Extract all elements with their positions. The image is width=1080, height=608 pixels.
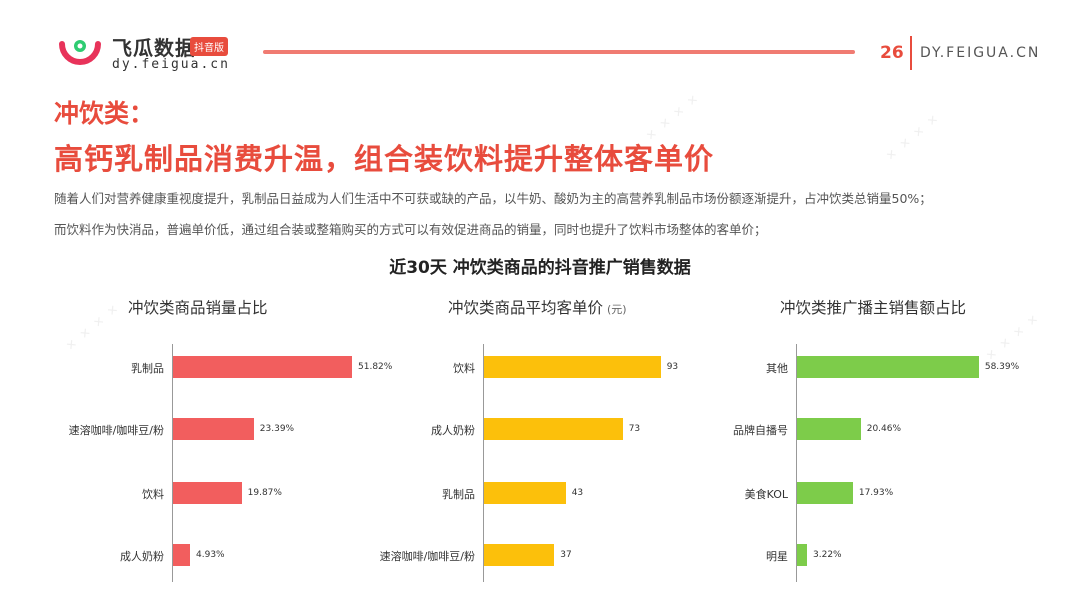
bar xyxy=(484,544,555,566)
bar xyxy=(797,418,861,440)
watermark: ✕ ✕ ✕ ✕ xyxy=(883,110,943,164)
bar xyxy=(484,482,566,504)
site-url: DY.FEIGUA.CN xyxy=(920,45,1041,61)
y-axis-line xyxy=(483,344,484,582)
y-axis-line xyxy=(796,344,797,582)
category-label: 速溶咖啡/咖啡豆/粉 xyxy=(68,424,164,437)
category-label: 成人奶粉 xyxy=(120,550,164,563)
category-label: 美食KOL xyxy=(744,488,788,501)
chart-title: 冲饮类推广播主销售额占比 xyxy=(780,299,967,317)
header-divider-line xyxy=(263,50,855,54)
data-label: 51.82% xyxy=(358,362,393,372)
brand-badge: 抖音版 xyxy=(190,37,228,56)
brand-url: dy.feigua.cn xyxy=(112,57,230,72)
bar xyxy=(797,544,808,566)
data-label: 20.46% xyxy=(866,424,902,434)
brand-name: 飞瓜数据 xyxy=(112,36,196,60)
data-label: 93 xyxy=(666,362,679,372)
sales-share-chart: 冲饮类商品销量占比 乳制品 51.82% 速溶咖啡/咖啡豆/粉 23.39% 饮料 19.… xyxy=(30,296,392,596)
data-label: 3.22% xyxy=(813,550,842,560)
page-number: 26 xyxy=(880,43,904,63)
paragraph-line-2: 而饮料作为快消品，普遍单价低，通过组合装或整箱购买的方式可以有效促进商品的销量，… xyxy=(54,222,767,237)
streamer-share-chart: 冲饮类推广播主销售额占比 其他 58.39% 品牌自播号 20.46% 美食KOL 17.… xyxy=(710,296,1050,596)
chart-group-title: 近30天 冲饮类商品的抖音推广销售数据 xyxy=(389,258,691,278)
bar xyxy=(173,418,254,440)
data-label: 19.87% xyxy=(247,488,282,498)
feigua-logo-icon xyxy=(59,40,101,65)
vertical-divider xyxy=(910,36,912,70)
data-label: 58.39% xyxy=(984,362,1020,372)
paragraph-line-1: 随着人们对营养健康重视度提升，乳制品日益成为人们生活中不可获或缺的产品，以牛奶、… xyxy=(54,191,932,206)
chart-unit: (元) xyxy=(607,303,627,316)
category-label: 成人奶粉 xyxy=(431,424,475,437)
data-label: 17.93% xyxy=(858,488,894,498)
category-label: 饮料 xyxy=(142,488,164,501)
data-label: 23.39% xyxy=(259,424,295,434)
data-label: 73 xyxy=(628,424,641,434)
bar xyxy=(484,356,661,378)
bar xyxy=(173,482,242,504)
bar xyxy=(173,544,191,566)
data-label: 4.93% xyxy=(196,550,225,560)
chart-title: 冲饮类商品平均客单价 (元) xyxy=(448,296,627,318)
chart-title-text: 冲饮类商品平均客单价 xyxy=(448,299,604,317)
bar xyxy=(173,356,352,378)
category-label: 乳制品 xyxy=(131,362,164,375)
data-label: 43 xyxy=(571,488,584,498)
bar xyxy=(797,356,979,378)
category-label: 品牌自播号 xyxy=(733,424,788,437)
data-label: 37 xyxy=(560,550,572,560)
category-label: 其他 xyxy=(766,362,788,375)
category-label: 明星 xyxy=(766,550,788,563)
avg-price-chart: 冲饮类商品平均客单价 (元) 饮料 93 成人奶粉 73 乳制品 43 速溶咖啡/咖啡豆/粉 3… xyxy=(370,296,710,596)
category-label: 饮料 xyxy=(453,362,475,375)
bar xyxy=(484,418,623,440)
category-label: 乳制品 xyxy=(442,488,475,501)
y-axis-line xyxy=(172,344,173,582)
section-heading: 冲饮类： xyxy=(54,99,155,128)
page-title: 高钙乳制品消费升温，组合装饮料提升整体客单价 xyxy=(54,142,715,176)
bar xyxy=(797,482,853,504)
chart-title: 冲饮类商品销量占比 xyxy=(128,299,268,317)
category-label: 速溶咖啡/咖啡豆/粉 xyxy=(379,550,475,563)
